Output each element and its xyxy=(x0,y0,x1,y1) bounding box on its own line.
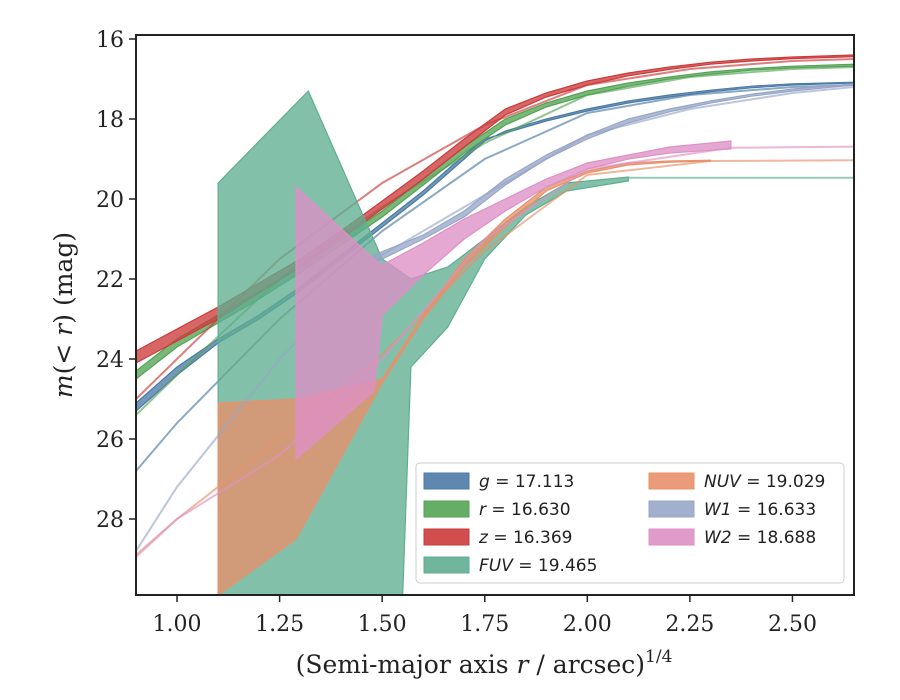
legend-label: FUV = 19.465 xyxy=(479,556,597,576)
y-tick-label: 26 xyxy=(96,428,124,453)
legend-label: W2 = 18.688 xyxy=(704,528,816,548)
x-tick-label: 1.75 xyxy=(460,612,509,637)
x-axis-label-exponent: 1/4 xyxy=(645,647,672,667)
legend-swatch xyxy=(423,556,470,574)
x-tick-label: 1.50 xyxy=(358,612,407,637)
legend-label: z = 16.369 xyxy=(478,528,572,548)
plot-frame xyxy=(135,34,855,596)
y-tick-label: 20 xyxy=(96,188,124,213)
legend: g = 17.113 r = 16.630 z = 16.369 FUV = 19.4… xyxy=(415,462,845,584)
legend-label: NUV = 19.029 xyxy=(704,472,825,492)
series-g-model-line xyxy=(136,84,854,472)
series-r-model-line xyxy=(136,66,854,416)
y-tick-label: 22 xyxy=(96,268,124,293)
plot-border xyxy=(135,34,855,596)
legend-label: W1 = 16.633 xyxy=(704,500,816,520)
legend-swatch xyxy=(423,528,470,546)
y-tick-label: 16 xyxy=(96,28,124,53)
y-axis-label: m(< r) (mag) xyxy=(49,232,78,398)
x-tick-label: 2.25 xyxy=(665,612,714,637)
series-w1-band xyxy=(373,83,854,264)
legend-swatch xyxy=(648,472,695,490)
series-w1 xyxy=(136,83,854,552)
legend-label: g = 17.113 xyxy=(479,472,574,492)
x-tick-label: 2.50 xyxy=(768,612,817,637)
y-tick-label: 24 xyxy=(96,348,124,373)
legend-swatch xyxy=(648,500,695,518)
series-w2-model-line xyxy=(136,145,854,558)
x-axis-label: (Semi-major axis r / arcsec)1/4 xyxy=(296,647,673,679)
legend-item-z: z = 16.369 xyxy=(423,528,572,548)
series-w2 xyxy=(136,140,854,558)
axis-ticks: 1.00 1.25 1.50 1.75 2.00 2.25 2.50 16 18 20 22 24 26… xyxy=(96,28,817,637)
legend-item-fuv: FUV = 19.465 xyxy=(423,556,597,576)
legend-swatch xyxy=(423,500,470,518)
legend-swatch xyxy=(648,528,695,546)
legend-item-w2: W2 = 18.688 xyxy=(648,528,816,548)
y-tick-label: 28 xyxy=(96,508,124,533)
series-w2-band xyxy=(295,140,732,461)
legend-swatch xyxy=(423,472,470,490)
x-tick-label: 1.25 xyxy=(255,612,304,637)
legend-item-g: g = 17.113 xyxy=(423,472,574,492)
legend-item-w1: W1 = 16.633 xyxy=(648,500,816,520)
x-tick-label: 2.00 xyxy=(563,612,612,637)
series-layer xyxy=(136,54,854,595)
legend-item-nuv: NUV = 19.029 xyxy=(648,472,825,492)
legend-item-r: r = 16.630 xyxy=(423,500,571,520)
x-tick-label: 1.00 xyxy=(153,612,202,637)
legend-box xyxy=(415,462,845,584)
x-axis-label-symbol: r xyxy=(517,650,531,679)
legend-label: r = 16.630 xyxy=(479,500,571,520)
y-tick-label: 18 xyxy=(96,108,124,133)
